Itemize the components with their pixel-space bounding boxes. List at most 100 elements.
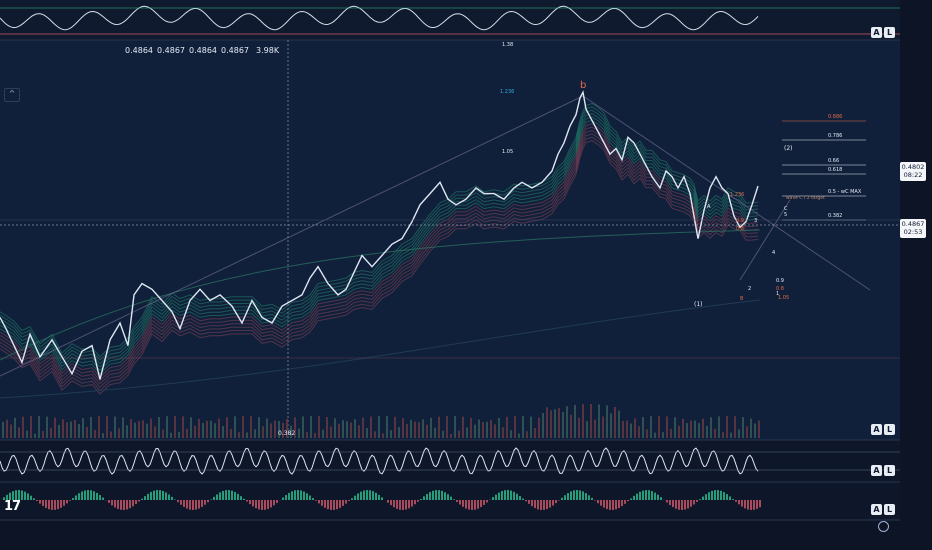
- volume-bar: [534, 427, 536, 438]
- histogram-bar: [465, 500, 467, 509]
- histogram-bar: [9, 492, 11, 500]
- histogram-bar: [711, 490, 713, 500]
- volume-bar: [298, 428, 300, 438]
- ma-ribbon-line: [0, 123, 759, 378]
- log-scale-button[interactable]: L: [884, 504, 895, 515]
- volume-bar: [654, 432, 656, 438]
- volume-bar: [610, 413, 612, 438]
- histogram-bar: [756, 500, 758, 509]
- auto-scale-button[interactable]: A: [871, 424, 882, 435]
- volume-bar: [138, 421, 140, 438]
- log-scale-button[interactable]: L: [884, 424, 895, 435]
- volume-bar: [734, 416, 736, 438]
- volume-bar: [234, 416, 236, 438]
- volume-bar: [758, 420, 760, 438]
- histogram-bar: [432, 490, 434, 500]
- histogram-bar: [729, 496, 731, 500]
- histogram-bar: [678, 500, 680, 510]
- tradingview-logo: 17: [4, 499, 21, 514]
- histogram-bar: [330, 500, 332, 510]
- volume-bar: [26, 430, 28, 438]
- histogram-bar: [273, 500, 275, 506]
- histogram-bar: [483, 500, 485, 505]
- histogram-bar: [504, 490, 506, 500]
- auto-scale-button[interactable]: A: [871, 504, 882, 515]
- histogram-bar: [165, 492, 167, 500]
- volume-bar: [22, 416, 24, 438]
- volume-bar: [98, 416, 100, 438]
- histogram-bar: [543, 500, 545, 510]
- volume-bar: [162, 429, 164, 438]
- histogram-bar: [393, 500, 395, 508]
- histogram-bar: [687, 500, 689, 509]
- settings-gear-icon[interactable]: [878, 521, 889, 532]
- volume-bar: [426, 424, 428, 438]
- volume-bar: [254, 429, 256, 438]
- histogram-bar: [714, 490, 716, 500]
- histogram-bar: [30, 495, 32, 500]
- volume-bar: [450, 433, 452, 438]
- volume-bar: [102, 433, 104, 438]
- collapse-legend-button[interactable]: ^: [4, 88, 20, 102]
- ohlc-open: 0.4864: [125, 46, 153, 55]
- price-tag-top: 0.4802 08:22: [900, 162, 926, 181]
- main-pane: [0, 40, 900, 440]
- histogram-bar: [660, 497, 662, 500]
- volume-bar: [662, 432, 664, 438]
- histogram-bar: [60, 500, 62, 508]
- histogram-bar: [375, 492, 377, 500]
- volume-bar: [750, 418, 752, 438]
- volume-bar: [470, 417, 472, 438]
- volume-bar: [466, 427, 468, 438]
- top-oscillator-line: [0, 5, 759, 31]
- volume-bar: [42, 430, 44, 438]
- volume-bar: [118, 428, 120, 438]
- volume-bar: [362, 417, 364, 438]
- histogram-bar: [111, 500, 113, 506]
- volume-bar: [638, 426, 640, 438]
- volume-bar: [310, 416, 312, 438]
- ma-ribbon-line: [0, 106, 759, 361]
- histogram-bar: [690, 500, 692, 507]
- wave-label: 1: [776, 291, 779, 297]
- volume-bar: [218, 418, 220, 438]
- volume-bar: [258, 417, 260, 438]
- fib-label: 1.38: [502, 42, 513, 48]
- volume-bar: [378, 416, 380, 438]
- volume-bar: [146, 423, 148, 438]
- histogram-bar: [189, 500, 191, 510]
- volume-bar: [78, 424, 80, 438]
- volume-bar: [530, 416, 532, 438]
- volume-bar: [182, 416, 184, 438]
- volume-bar: [618, 410, 620, 438]
- volume-bar: [374, 431, 376, 438]
- histogram-bar: [702, 496, 704, 500]
- volume-bar: [646, 429, 648, 438]
- log-scale-button[interactable]: L: [884, 465, 895, 476]
- volume-bar: [690, 420, 692, 438]
- volume-bar: [562, 411, 564, 438]
- volume-bar: [322, 429, 324, 438]
- volume-bar: [674, 417, 676, 438]
- volume-bar: [286, 418, 288, 438]
- auto-scale-button[interactable]: A: [871, 27, 882, 38]
- histogram-bar: [69, 500, 71, 501]
- auto-scale-button[interactable]: A: [871, 465, 882, 476]
- histogram-bar: [207, 500, 209, 503]
- log-scale-button[interactable]: L: [884, 27, 895, 38]
- volume-bar: [226, 417, 228, 438]
- histogram-bar: [201, 500, 203, 507]
- histogram-bar: [495, 494, 497, 500]
- histogram-bar: [339, 500, 341, 508]
- volume-bar: [566, 406, 568, 438]
- histogram-bar: [246, 500, 248, 502]
- histogram-bar: [666, 500, 668, 503]
- wave-label: A: [707, 204, 711, 210]
- price-axis: [900, 0, 932, 520]
- histogram-bar: [348, 500, 350, 501]
- histogram-bar: [81, 491, 83, 500]
- histogram-bar: [162, 490, 164, 500]
- volume-bar: [74, 419, 76, 438]
